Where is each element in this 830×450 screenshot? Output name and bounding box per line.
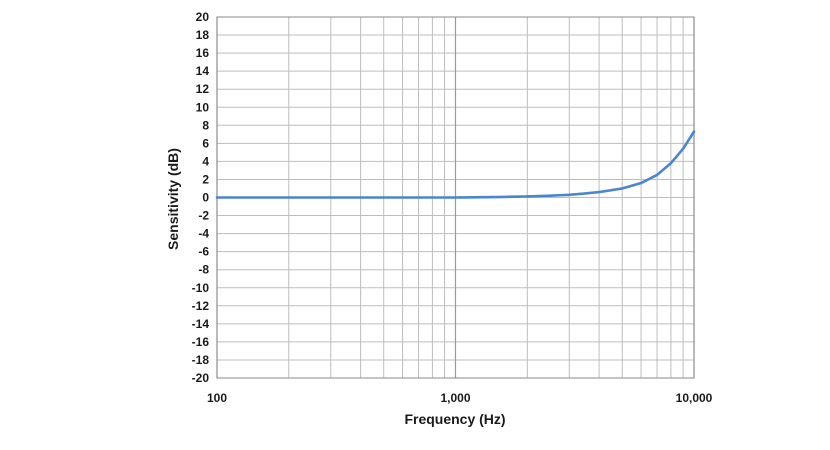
y-tick-label: 10 xyxy=(196,100,210,114)
x-tick-label: 1,000 xyxy=(440,391,470,405)
y-tick-label: -16 xyxy=(192,335,210,349)
y-tick-label: 8 xyxy=(202,118,209,132)
x-tick-label: 10,000 xyxy=(676,391,713,405)
y-tick-label: 20 xyxy=(196,10,210,24)
y-tick-label: 14 xyxy=(196,64,210,78)
x-tick-label: 100 xyxy=(207,391,227,405)
tick-labels: 20181614121086420-2-4-6-8-10-12-14-16-18… xyxy=(192,10,713,405)
y-tick-label: -14 xyxy=(192,317,210,331)
y-tick-label: -8 xyxy=(198,263,209,277)
y-tick-label: -2 xyxy=(198,209,209,223)
y-tick-label: -20 xyxy=(192,371,210,385)
y-tick-label: 0 xyxy=(202,191,209,205)
y-tick-label: -6 xyxy=(198,245,209,259)
y-tick-label: -10 xyxy=(192,281,210,295)
y-tick-label: 12 xyxy=(196,82,210,96)
y-tick-label: 2 xyxy=(202,172,209,186)
y-tick-label: 6 xyxy=(202,136,209,150)
series-layer xyxy=(215,130,696,199)
y-tick-label: 4 xyxy=(202,154,209,168)
y-tick-label: -18 xyxy=(192,353,210,367)
y-axis-title: Sensitivity (dB) xyxy=(165,148,181,250)
sensitivity-line xyxy=(215,130,696,199)
y-tick-label: 16 xyxy=(196,46,210,60)
y-tick-label: 18 xyxy=(196,28,210,42)
y-tick-label: -4 xyxy=(198,227,209,241)
x-axis-title: Frequency (Hz) xyxy=(404,411,505,427)
y-tick-label: -12 xyxy=(192,299,210,313)
